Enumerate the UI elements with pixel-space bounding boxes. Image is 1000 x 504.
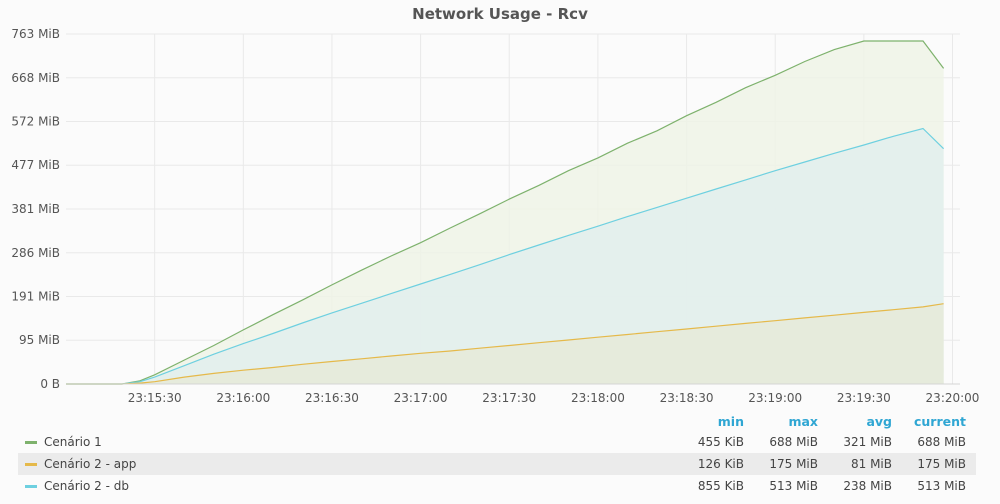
legend-table: min max avg current Cenário 1 455 KiB 68… bbox=[18, 411, 976, 497]
legend-header-min[interactable]: min bbox=[717, 414, 744, 429]
x-tick-label: 23:17:00 bbox=[394, 391, 448, 405]
legend-current-value: 513 MiB bbox=[917, 479, 966, 493]
y-tick-label: 286 MiB bbox=[11, 246, 60, 260]
series-line bbox=[66, 127, 945, 385]
x-tick-label: 23:18:30 bbox=[660, 391, 714, 405]
legend-swatch[interactable] bbox=[25, 463, 37, 466]
legend-current-value: 688 MiB bbox=[917, 435, 966, 449]
y-tick-label: 668 MiB bbox=[11, 71, 60, 85]
y-tick-label: 95 MiB bbox=[19, 333, 60, 347]
legend-avg-value: 238 MiB bbox=[843, 479, 892, 493]
chart-title: Network Usage - Rcv bbox=[412, 5, 588, 23]
series-line bbox=[66, 303, 944, 385]
y-tick-label: 572 MiB bbox=[11, 114, 60, 128]
x-tick-label: 23:16:00 bbox=[216, 391, 270, 405]
legend-avg-value: 321 MiB bbox=[843, 435, 892, 449]
legend-min-value: 126 KiB bbox=[697, 457, 744, 471]
legend-series-name[interactable]: Cenário 1 bbox=[44, 435, 102, 449]
x-tick-label: 23:18:00 bbox=[571, 391, 625, 405]
legend-swatch[interactable] bbox=[25, 441, 37, 444]
y-tick-label: 191 MiB bbox=[11, 289, 60, 303]
x-tick-label: 23:19:00 bbox=[748, 391, 802, 405]
legend-series-name[interactable]: Cenário 2 - db bbox=[44, 479, 129, 493]
series-line bbox=[66, 40, 945, 385]
legend-row-cenario-2-db[interactable]: Cenário 2 - db 855 KiB 513 MiB 238 MiB 5… bbox=[18, 475, 976, 497]
legend-avg-value: 81 MiB bbox=[850, 457, 892, 471]
series-area bbox=[66, 303, 944, 384]
legend-row-cenario-1[interactable]: Cenário 1 455 KiB 688 MiB 321 MiB 688 Mi… bbox=[18, 431, 976, 453]
legend-min-value: 855 KiB bbox=[697, 479, 744, 493]
legend-max-value: 513 MiB bbox=[769, 479, 818, 493]
y-tick-label: 477 MiB bbox=[11, 158, 60, 172]
legend-current-value: 175 MiB bbox=[917, 457, 966, 471]
x-tick-label: 23:20:00 bbox=[926, 391, 980, 405]
x-tick-label: 23:17:30 bbox=[482, 391, 536, 405]
legend-header-max[interactable]: max bbox=[788, 414, 818, 429]
y-tick-label: 381 MiB bbox=[11, 202, 60, 216]
x-tick-label: 23:16:30 bbox=[305, 391, 359, 405]
legend-max-value: 175 MiB bbox=[769, 457, 818, 471]
y-tick-label: 0 B bbox=[40, 377, 60, 391]
legend-swatch[interactable] bbox=[25, 485, 37, 488]
legend-header-avg[interactable]: avg bbox=[866, 414, 892, 429]
x-tick-label: 23:15:30 bbox=[128, 391, 182, 405]
legend-header: min max avg current bbox=[18, 411, 976, 431]
x-tick-label: 23:19:30 bbox=[837, 391, 891, 405]
chart-plot[interactable]: 0 B 95 MiB 191 MiB 286 MiB 381 MiB 477 MiB 572… bbox=[0, 0, 1000, 410]
legend-min-value: 455 KiB bbox=[697, 435, 744, 449]
legend-max-value: 688 MiB bbox=[769, 435, 818, 449]
legend-header-current[interactable]: current bbox=[914, 414, 966, 429]
legend-row-cenario-2-app[interactable]: Cenário 2 - app 126 KiB 175 MiB 81 MiB 1… bbox=[18, 453, 976, 475]
y-tick-label: 763 MiB bbox=[11, 27, 60, 41]
legend-series-name[interactable]: Cenário 2 - app bbox=[44, 457, 137, 471]
